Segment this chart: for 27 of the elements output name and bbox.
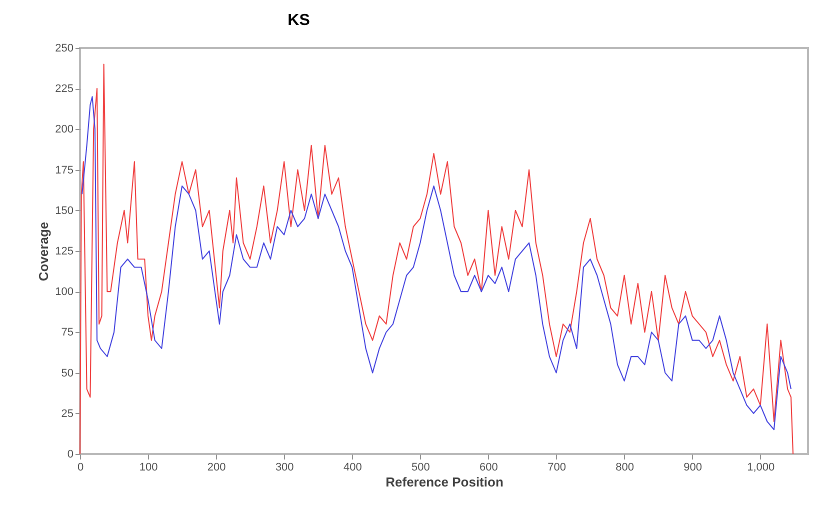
y-tick-label: 150 — [55, 204, 74, 217]
y-axis-title: Coverage — [36, 222, 52, 282]
x-tick-label: 700 — [548, 462, 566, 474]
y-tick-label: 25 — [61, 408, 74, 420]
x-tick-label: 400 — [343, 462, 362, 474]
x-tick-label: 300 — [275, 462, 294, 474]
line-series — [81, 96, 792, 430]
x-tick-label: 0 — [77, 462, 84, 474]
x-axis-title: Reference Position — [386, 474, 504, 490]
line-series — [79, 64, 794, 455]
y-tick-label: 175 — [55, 164, 74, 176]
x-tick-label: 100 — [139, 462, 158, 474]
y-tick-label: 250 — [55, 42, 74, 54]
x-tick-label: 600 — [480, 462, 498, 474]
x-tick-label: 200 — [207, 462, 226, 474]
y-tick-label: 75 — [61, 326, 74, 339]
y-tick-label: 200 — [55, 124, 74, 136]
y-tick-label: 0 — [67, 448, 74, 460]
chart-title: KS — [288, 12, 310, 29]
y-tick-label: 125 — [55, 246, 74, 258]
x-tick-label: 1,000 — [747, 462, 775, 474]
y-tick-label: 50 — [61, 367, 74, 380]
y-tick-label: 100 — [55, 286, 74, 298]
x-tick-label: 500 — [412, 462, 430, 474]
x-tick-label: 800 — [616, 462, 634, 474]
x-tick-label: 900 — [684, 462, 702, 474]
y-tick-label: 225 — [55, 83, 74, 96]
